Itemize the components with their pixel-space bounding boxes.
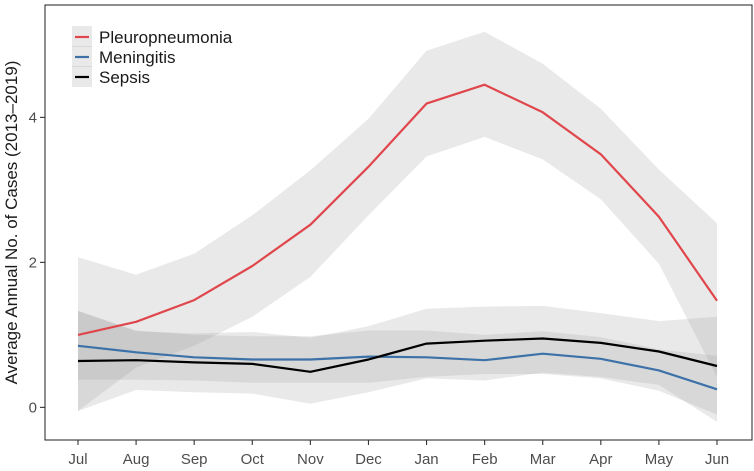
x-tick-label: Oct bbox=[241, 451, 265, 468]
y-tick-label: 4 bbox=[29, 109, 37, 126]
x-tick-label: Jan bbox=[414, 451, 438, 468]
band-meningitis bbox=[78, 310, 717, 415]
x-tick-label: Sep bbox=[181, 451, 208, 468]
y-tick-label: 0 bbox=[29, 399, 37, 416]
legend-label-sepsis: Sepsis bbox=[99, 68, 150, 87]
series-lines bbox=[77, 83, 718, 391]
x-tick-label: Aug bbox=[123, 451, 150, 468]
legend-label-pleuropneumonia: Pleuropneumonia bbox=[99, 28, 233, 47]
x-tick-label: Dec bbox=[355, 451, 382, 468]
x-axis: Jul Aug Sep Oct Nov Dec Jan Feb Mar Apr May Jun bbox=[68, 440, 729, 468]
x-tick-label: Feb bbox=[472, 451, 498, 468]
legend-label-meningitis: Meningitis bbox=[99, 48, 176, 67]
x-tick-label: Nov bbox=[297, 451, 324, 468]
confidence-bands bbox=[78, 31, 717, 422]
x-tick-label: Apr bbox=[589, 451, 612, 468]
plot-panel-border bbox=[44, 4, 753, 441]
y-axis-title: Average Annual No. of Cases (2013–2019) bbox=[2, 61, 21, 385]
series-line-pleuropneumonia bbox=[77, 83, 718, 336]
series-line-sepsis bbox=[77, 337, 718, 373]
x-tick-label: Jun bbox=[705, 451, 729, 468]
x-tick-label: Mar bbox=[530, 451, 556, 468]
x-tick-label: May bbox=[645, 451, 674, 468]
series-line-meningitis bbox=[77, 344, 718, 391]
y-tick-label: 2 bbox=[29, 254, 37, 271]
y-axis: 0 2 4 bbox=[29, 109, 45, 416]
band-pleuropneumonia bbox=[78, 31, 717, 412]
band-sepsis bbox=[78, 305, 717, 422]
x-tick-label: Jul bbox=[68, 451, 87, 468]
